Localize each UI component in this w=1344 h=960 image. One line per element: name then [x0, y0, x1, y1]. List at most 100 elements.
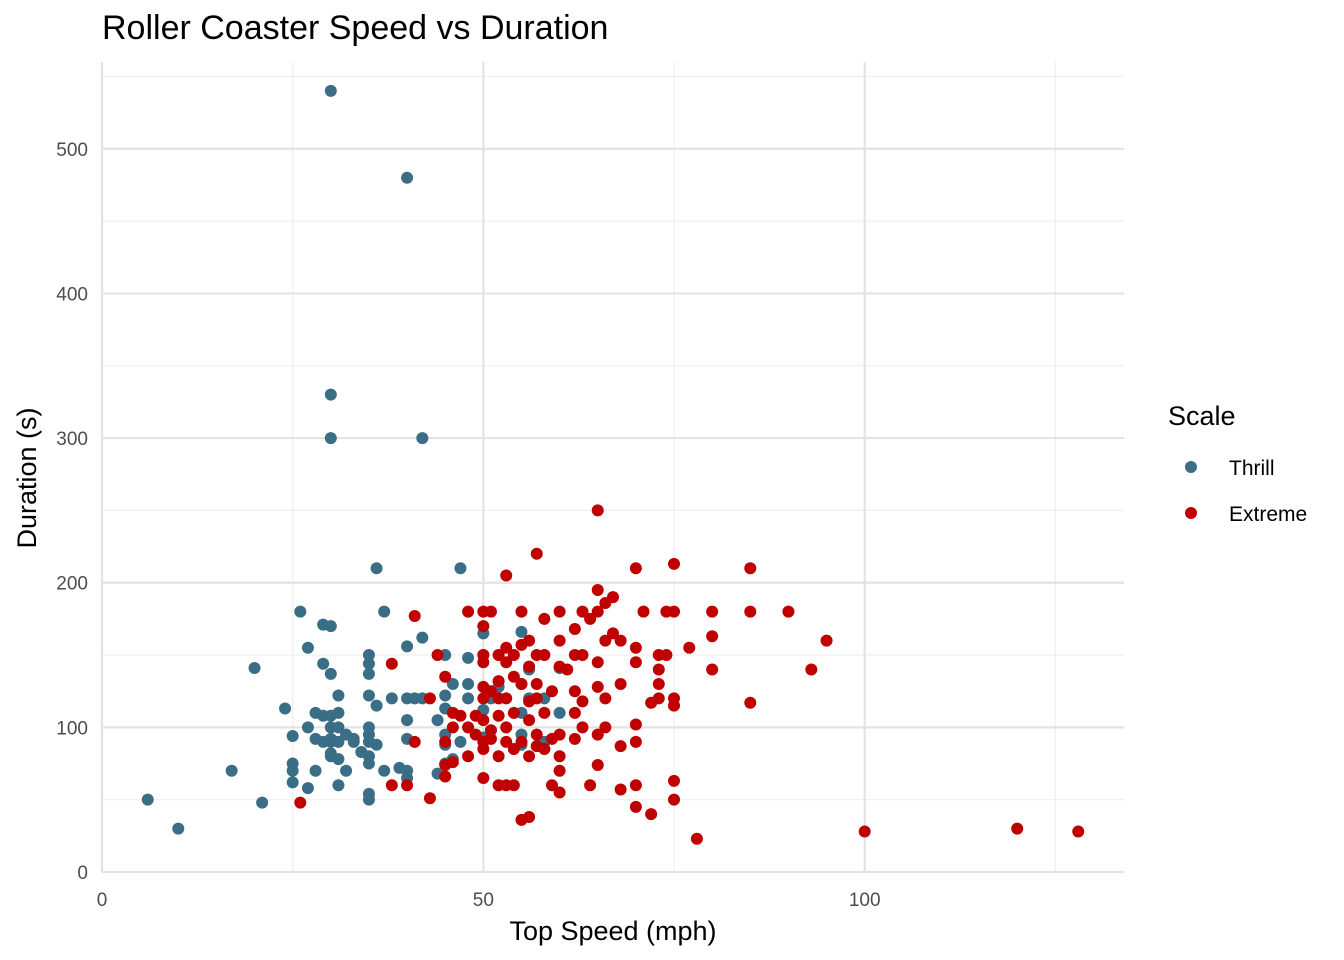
data-point: [286, 776, 299, 789]
data-point: [362, 757, 375, 770]
data-point: [690, 832, 703, 845]
data-point: [629, 641, 642, 654]
data-point: [492, 709, 505, 722]
data-point: [629, 800, 642, 813]
data-point: [500, 569, 513, 582]
data-point: [294, 796, 307, 809]
legend-key-extreme: [1185, 507, 1197, 519]
data-point: [370, 699, 383, 712]
data-point: [454, 709, 467, 722]
data-point: [553, 786, 566, 799]
series-extreme: [294, 504, 1085, 845]
data-point: [141, 793, 154, 806]
data-point: [324, 84, 337, 97]
data-point: [477, 656, 490, 669]
data-point: [301, 782, 314, 795]
data-point: [637, 605, 650, 618]
legend-key-thrill: [1185, 461, 1197, 473]
data-point: [782, 605, 795, 618]
data-point: [462, 721, 475, 734]
data-point: [668, 557, 681, 570]
data-point: [629, 562, 642, 575]
data-point: [553, 605, 566, 618]
data-point: [744, 605, 757, 618]
y-tick-label: 100: [56, 718, 88, 739]
data-point: [454, 562, 467, 575]
data-point: [576, 721, 589, 734]
data-point: [652, 663, 665, 676]
data-point: [446, 756, 459, 769]
data-point: [332, 735, 345, 748]
data-point: [462, 651, 475, 664]
data-point: [530, 692, 543, 705]
data-point: [744, 696, 757, 709]
data-point: [378, 764, 391, 777]
data-point: [652, 677, 665, 690]
data-point: [553, 634, 566, 647]
data-point: [568, 685, 581, 698]
data-point: [538, 612, 551, 625]
data-point: [462, 605, 475, 618]
data-point: [591, 758, 604, 771]
data-point: [446, 721, 459, 734]
data-point: [286, 730, 299, 743]
data-point: [591, 504, 604, 517]
data-point: [324, 620, 337, 633]
data-point: [645, 696, 658, 709]
data-point: [462, 750, 475, 763]
data-point: [591, 680, 604, 693]
data-point: [523, 660, 536, 673]
data-point: [591, 583, 604, 596]
data-point: [408, 609, 421, 622]
data-point: [553, 706, 566, 719]
data-point: [614, 740, 627, 753]
data-point: [332, 721, 345, 734]
data-point: [507, 779, 520, 792]
data-point: [507, 743, 520, 756]
data-point: [500, 641, 513, 654]
data-point: [538, 706, 551, 719]
data-point: [545, 732, 558, 745]
data-point: [332, 706, 345, 719]
data-point: [340, 764, 353, 777]
data-point: [668, 793, 681, 806]
data-point: [423, 792, 436, 805]
legend: Scale Thrill Extreme: [1168, 401, 1307, 526]
data-point: [515, 638, 528, 651]
data-point: [523, 714, 536, 727]
data-point: [500, 656, 513, 669]
data-point: [370, 562, 383, 575]
data-point: [507, 649, 520, 662]
data-point: [301, 641, 314, 654]
data-point: [279, 702, 292, 715]
data-point: [362, 667, 375, 680]
data-point: [492, 750, 505, 763]
data-point: [172, 822, 185, 835]
data-point: [614, 677, 627, 690]
data-point: [484, 685, 497, 698]
data-point: [668, 774, 681, 787]
data-point: [477, 620, 490, 633]
data-point: [401, 714, 414, 727]
data-point: [1011, 822, 1024, 835]
data-point: [599, 721, 612, 734]
data-point: [385, 657, 398, 670]
data-point: [401, 779, 414, 792]
data-point: [553, 750, 566, 763]
data-point: [683, 641, 696, 654]
data-point: [515, 735, 528, 748]
data-point: [317, 657, 330, 670]
data-point: [629, 779, 642, 792]
data-point: [568, 623, 581, 635]
data-point: [660, 649, 673, 662]
data-point: [591, 656, 604, 669]
data-point: [507, 706, 520, 719]
data-point: [439, 735, 452, 748]
data-point: [446, 677, 459, 690]
data-point: [545, 685, 558, 698]
y-tick-label: 300: [56, 429, 88, 450]
data-point: [416, 631, 429, 644]
y-tick-label: 400: [56, 284, 88, 305]
data-point: [576, 605, 589, 618]
data-point: [286, 764, 299, 777]
